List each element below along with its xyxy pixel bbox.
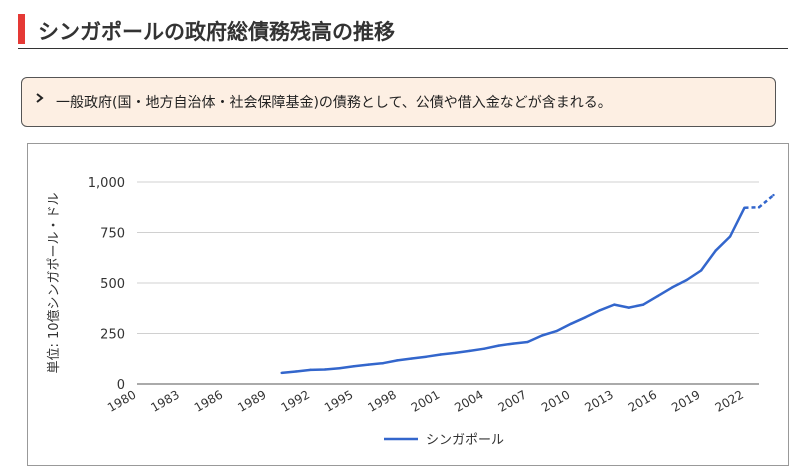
data-point — [540, 334, 544, 337]
data-point — [482, 347, 486, 350]
data-point — [555, 329, 558, 333]
x-tick-label: 1998 — [365, 387, 398, 414]
x-tick-label: 2022 — [713, 387, 746, 414]
x-tick-label: 2013 — [582, 387, 615, 414]
data-point — [381, 361, 385, 365]
data-point — [425, 355, 428, 358]
data-point — [511, 342, 515, 345]
data-point — [671, 286, 674, 289]
x-tick-label: 2019 — [669, 387, 702, 414]
data-point — [569, 322, 573, 326]
y-tick-label: 1,000 — [88, 176, 125, 191]
x-tick-label: 1986 — [192, 387, 225, 414]
title-accent-bar — [18, 14, 25, 44]
data-point — [714, 249, 717, 252]
x-tick-label: 2007 — [496, 387, 529, 414]
data-point — [642, 303, 645, 306]
data-point — [497, 344, 500, 347]
data-point — [367, 363, 370, 366]
data-point — [410, 357, 414, 360]
x-tick-label: 1983 — [148, 387, 181, 414]
data-point — [338, 367, 341, 370]
note-text: 一般政府(国・地方自治体・社会保障基金)の債務として、公債や借入金などが含まれる… — [56, 95, 612, 111]
data-point — [699, 269, 703, 272]
data-point — [468, 349, 471, 353]
data-point — [309, 368, 312, 372]
x-tick-label: 2010 — [539, 387, 572, 414]
data-point — [396, 359, 399, 362]
note-box: 一般政府(国・地方自治体・社会保障基金)の債務として、公債や借入金などが含まれる… — [21, 77, 776, 127]
x-tick-label: 1995 — [322, 387, 355, 414]
data-point — [323, 368, 327, 371]
data-point — [280, 371, 283, 375]
data-point — [613, 303, 616, 306]
y-axis-label: 単位: 10億シンガポール・ドル — [46, 192, 62, 373]
x-tick-label: 2016 — [626, 387, 659, 414]
title-bar: シンガポールの政府総債務残高の推移 — [18, 12, 788, 49]
series-line-projection — [744, 194, 775, 209]
legend-label: シンガポール — [426, 433, 504, 448]
data-point — [352, 365, 356, 368]
data-point — [743, 206, 746, 209]
chevron-right-icon — [36, 92, 44, 107]
y-tick-label: 500 — [100, 277, 125, 292]
x-tick-label: 1992 — [279, 387, 312, 414]
data-point — [584, 316, 587, 319]
y-tick-label: 0 — [117, 378, 125, 393]
data-point — [439, 353, 442, 356]
data-point — [454, 351, 457, 355]
data-point — [526, 340, 529, 344]
x-tick-label: 2001 — [409, 387, 442, 414]
page-title: シンガポールの政府総債務残高の推移 — [38, 20, 395, 44]
data-point — [757, 206, 761, 209]
data-point — [598, 309, 602, 312]
data-point — [627, 306, 631, 309]
x-tick-label: 1989 — [235, 387, 268, 414]
data-point — [656, 294, 659, 298]
y-tick-label: 750 — [100, 227, 125, 242]
x-tick-label: 2004 — [452, 387, 485, 414]
data-point — [728, 235, 732, 238]
chart-frame: 0 250 500 750 1,000 1980 1983 1986 1989 1992 1995 1… — [27, 143, 789, 466]
data-point — [772, 193, 775, 197]
y-tick-label: 250 — [100, 328, 125, 343]
data-point — [294, 370, 298, 373]
data-point — [685, 278, 688, 282]
